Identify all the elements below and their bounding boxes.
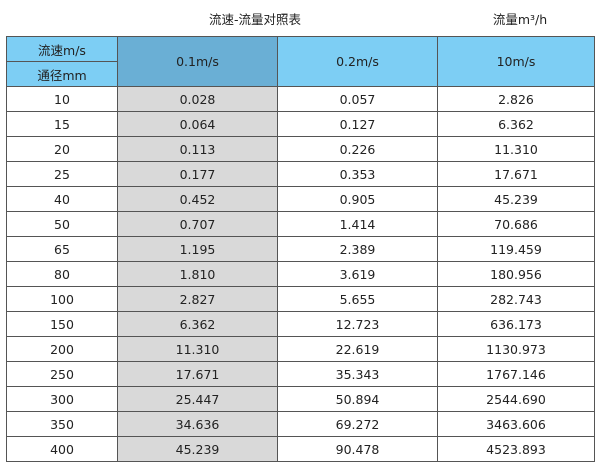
flow-cell: 0.452 (117, 186, 278, 212)
flow-cell: 11.310 (117, 336, 278, 362)
flow-cell: 17.671 (117, 361, 278, 387)
flow-cell: 69.272 (277, 411, 438, 437)
flow-cell: 0.707 (117, 211, 278, 237)
flow-cell: 6.362 (117, 311, 278, 337)
diameter-cell: 15 (6, 111, 118, 137)
flow-cell: 2.826 (437, 86, 595, 112)
flow-cell: 70.686 (437, 211, 595, 237)
diameter-cell: 250 (6, 361, 118, 387)
table-row: 350 34.636 69.272 3463.606 (6, 411, 595, 437)
flow-cell: 0.028 (117, 86, 278, 112)
flow-cell: 25.447 (117, 386, 278, 412)
flow-cell: 0.127 (277, 111, 438, 137)
flow-cell: 180.956 (437, 261, 595, 287)
flow-cell: 636.173 (437, 311, 595, 337)
velocity-header: 流速m/s (6, 36, 118, 62)
flow-cell: 2.827 (117, 286, 278, 312)
flow-cell: 3.619 (277, 261, 438, 287)
column-header: 10m/s (437, 36, 595, 87)
header-row: 通径mm (6, 61, 595, 87)
diameter-cell: 150 (6, 311, 118, 337)
table-row: 80 1.810 3.619 180.956 (6, 261, 595, 287)
table-row: 40 0.452 0.905 45.239 (6, 186, 595, 212)
flow-cell: 1.195 (117, 236, 278, 262)
flow-cell: 34.636 (117, 411, 278, 437)
flow-cell: 12.723 (277, 311, 438, 337)
flow-cell: 6.362 (437, 111, 595, 137)
diameter-cell: 10 (6, 86, 118, 112)
flow-cell: 45.239 (117, 436, 278, 462)
diameter-cell: 40 (6, 186, 118, 212)
flow-cell: 35.343 (277, 361, 438, 387)
flow-cell: 17.671 (437, 161, 595, 187)
flow-cell: 50.894 (277, 386, 438, 412)
header-row: 流速m/s 0.1m/s 0.2m/s 10m/s (6, 36, 595, 87)
table-row: 15 0.064 0.127 6.362 (6, 111, 595, 137)
flow-cell: 0.113 (117, 136, 278, 162)
flow-cell: 11.310 (437, 136, 595, 162)
table-title: 流速-流量对照表 (208, 12, 301, 27)
table-row: 10 0.028 0.057 2.826 (6, 86, 595, 112)
flow-cell: 1.810 (117, 261, 278, 287)
table-row: 400 45.239 90.478 4523.893 (6, 436, 595, 462)
table-row: 100 2.827 5.655 282.743 (6, 286, 595, 312)
flow-cell: 119.459 (437, 236, 595, 262)
table-row: 250 17.671 35.343 1767.146 (6, 361, 595, 387)
flow-cell: 0.905 (277, 186, 438, 212)
flow-cell: 5.655 (277, 286, 438, 312)
diameter-cell: 200 (6, 336, 118, 362)
flow-cell: 4523.893 (437, 436, 595, 462)
column-header: 0.1m/s (117, 36, 278, 87)
flow-cell: 2.389 (277, 236, 438, 262)
diameter-cell: 65 (6, 236, 118, 262)
flow-table: 流速m/s 0.1m/s 0.2m/s 10m/s 通径mm 10 0.028 0.… (6, 36, 595, 462)
flow-cell: 22.619 (277, 336, 438, 362)
flow-cell: 3463.606 (437, 411, 595, 437)
flow-cell: 1130.973 (437, 336, 595, 362)
diameter-cell: 20 (6, 136, 118, 162)
flow-cell: 0.064 (117, 111, 278, 137)
diameter-cell: 350 (6, 411, 118, 437)
diameter-cell: 25 (6, 161, 118, 187)
diameter-cell: 400 (6, 436, 118, 462)
flow-cell: 0.177 (117, 161, 278, 187)
flow-cell: 282.743 (437, 286, 595, 312)
diameter-cell: 80 (6, 261, 118, 287)
flow-cell: 90.478 (277, 436, 438, 462)
flow-cell: 1.414 (277, 211, 438, 237)
flow-cell: 0.353 (277, 161, 438, 187)
flow-cell: 2544.690 (437, 386, 595, 412)
table-row: 20 0.113 0.226 11.310 (6, 136, 595, 162)
column-header: 0.2m/s (277, 36, 438, 87)
diameter-cell: 100 (6, 286, 118, 312)
table-row: 50 0.707 1.414 70.686 (6, 211, 595, 237)
table-row: 200 11.310 22.619 1130.973 (6, 336, 595, 362)
flow-cell: 45.239 (437, 186, 595, 212)
table-row: 25 0.177 0.353 17.671 (6, 161, 595, 187)
flow-cell: 0.057 (277, 86, 438, 112)
table-row: 150 6.362 12.723 636.173 (6, 311, 595, 337)
table-row: 65 1.195 2.389 119.459 (6, 236, 595, 262)
diameter-header: 通径mm (6, 61, 118, 87)
flow-cell: 1767.146 (437, 361, 595, 387)
diameter-cell: 300 (6, 386, 118, 412)
diameter-cell: 50 (6, 211, 118, 237)
table-row: 300 25.447 50.894 2544.690 (6, 386, 595, 412)
flow-cell: 0.226 (277, 136, 438, 162)
unit-label: 流量m³/h (492, 12, 548, 27)
